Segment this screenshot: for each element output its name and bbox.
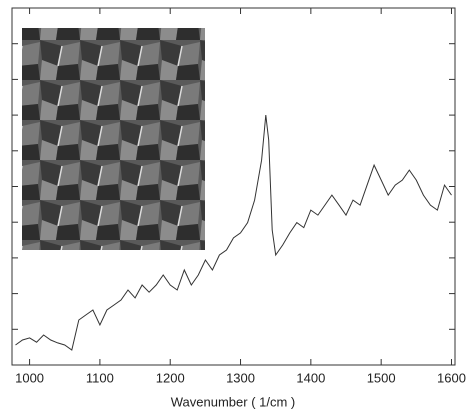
spectrum-line: [15, 115, 452, 351]
x-tick-label: 1300: [226, 370, 255, 385]
x-axis-label: Wavenumber ( 1/cm ): [171, 394, 296, 409]
x-tick-label: 1000: [15, 370, 44, 385]
x-tick-label: 1500: [367, 370, 396, 385]
x-tick-label: 1100: [86, 370, 114, 385]
x-tick-label: 1400: [296, 370, 325, 385]
x-tick-label: 1200: [156, 370, 185, 385]
x-tick-label: 1600: [437, 370, 466, 385]
inset-micrograph: [22, 28, 205, 250]
